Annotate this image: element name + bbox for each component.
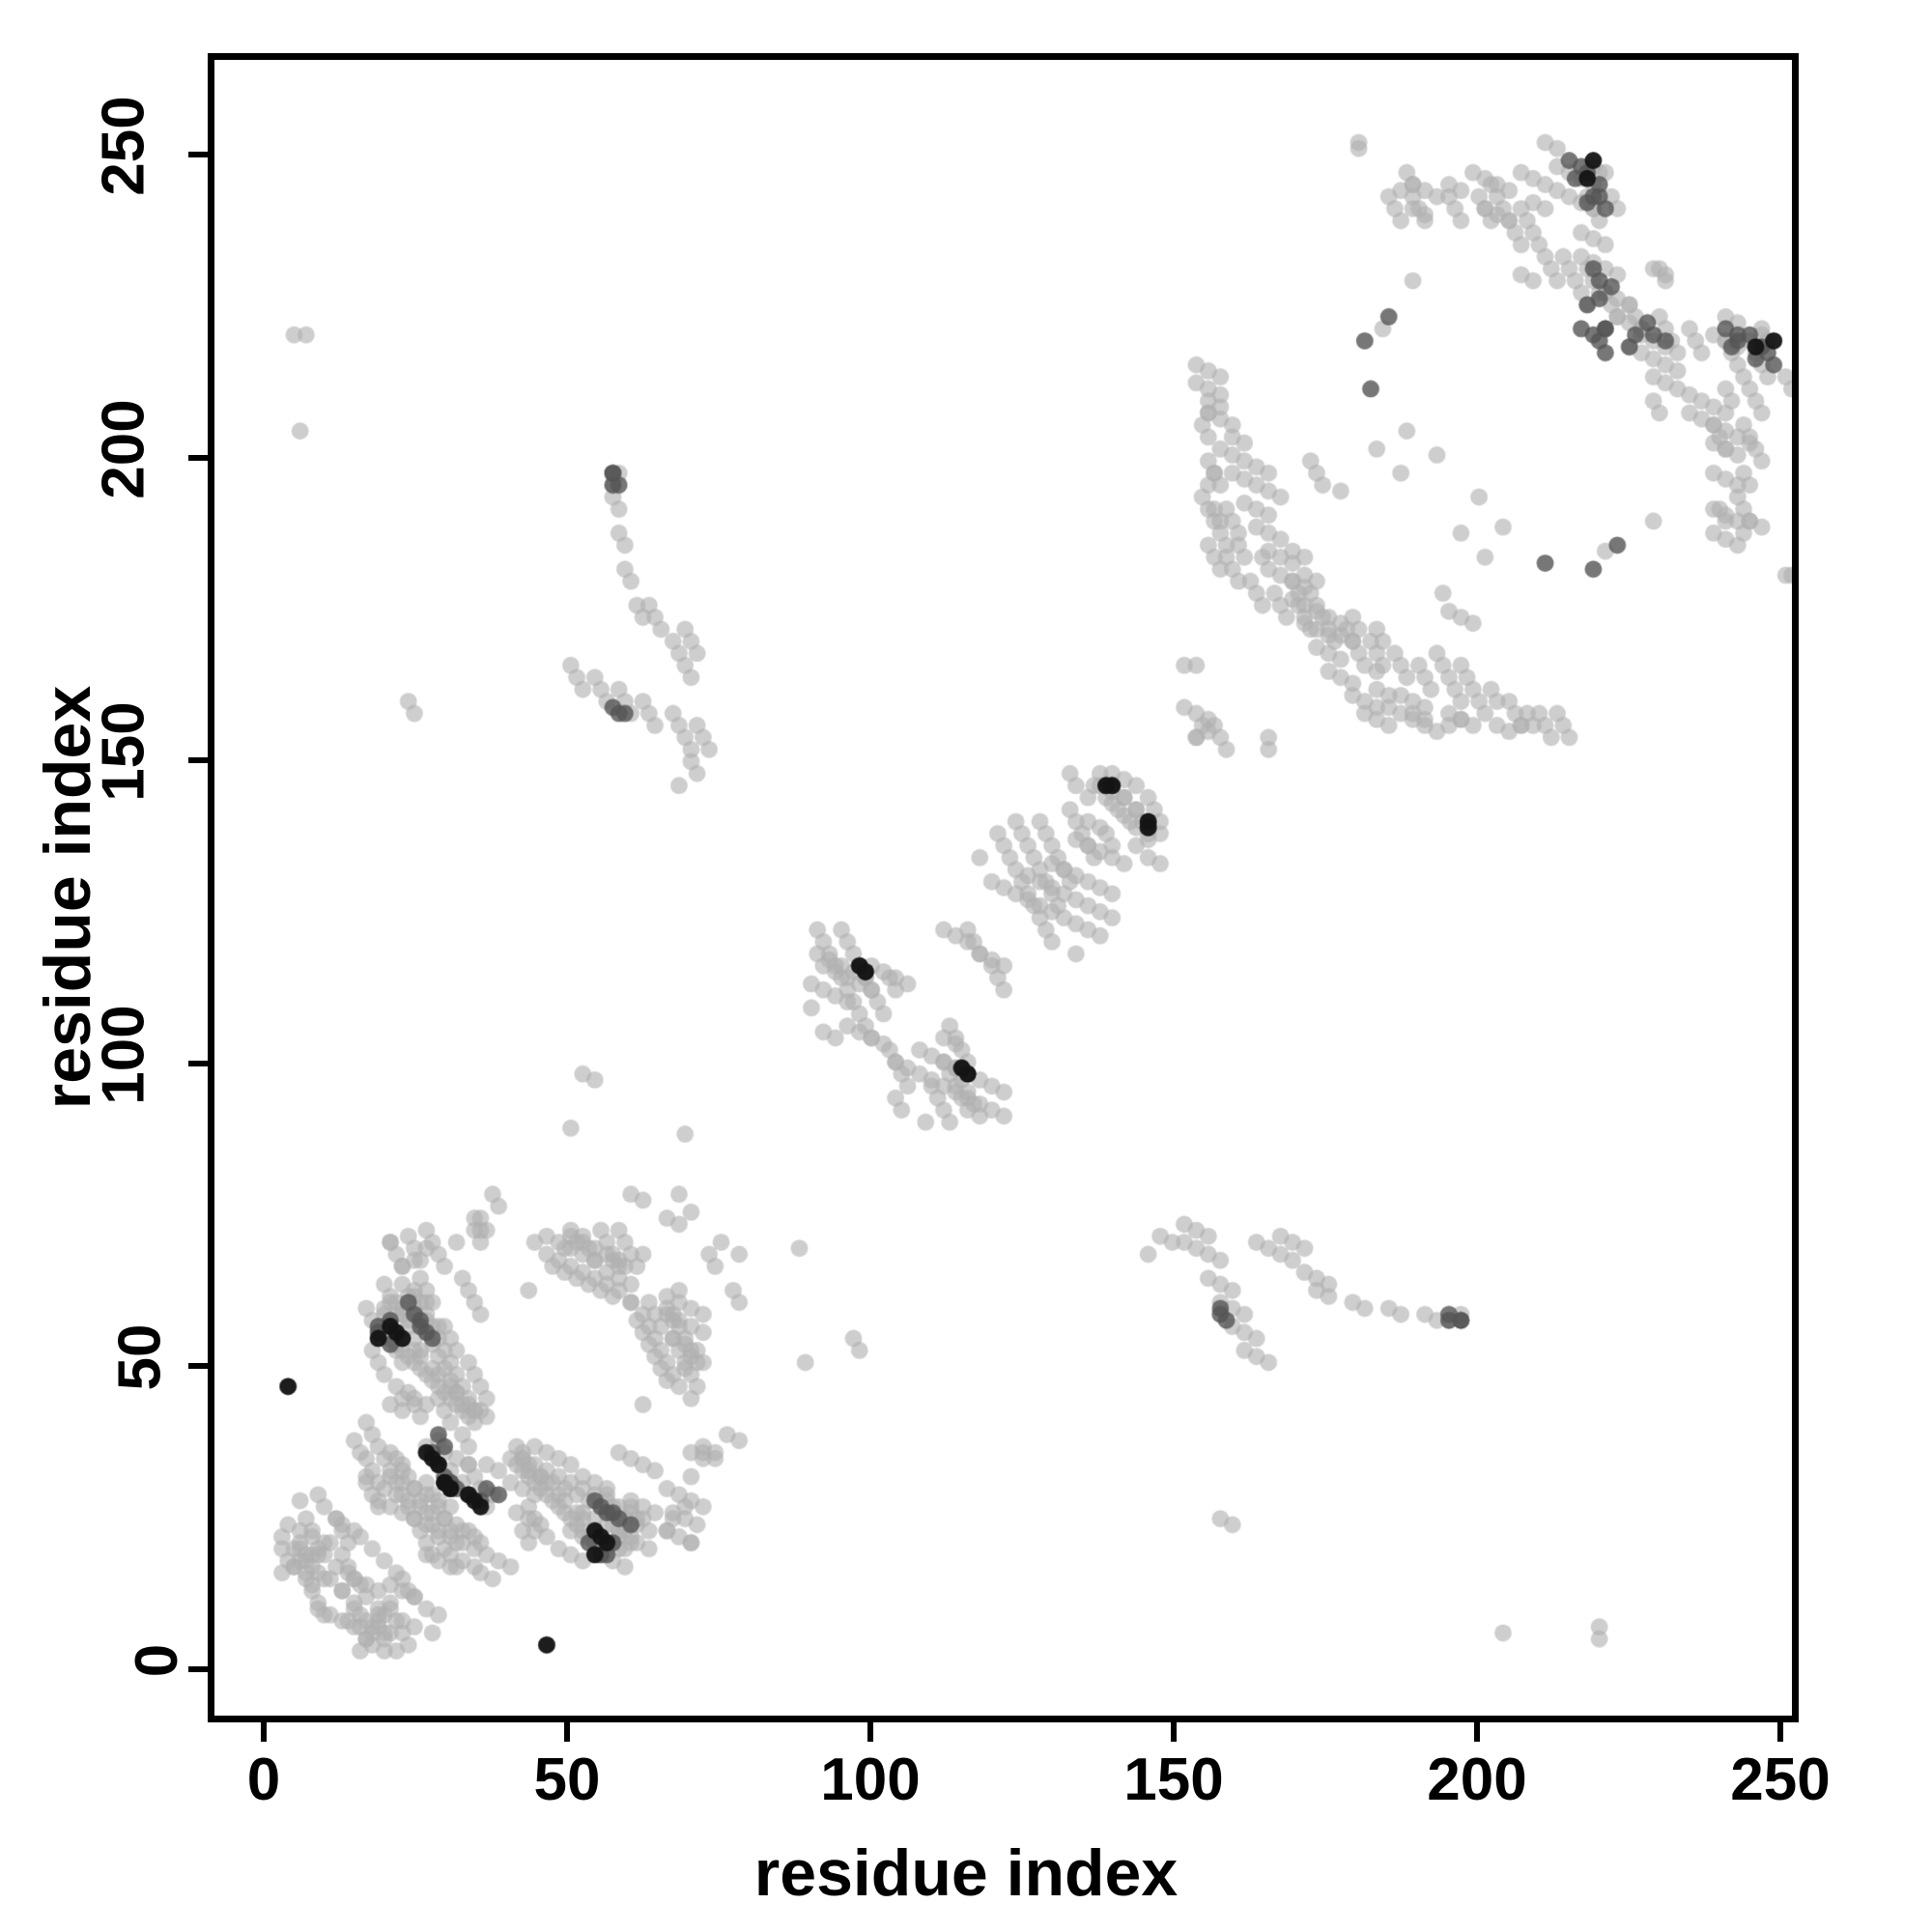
x-tick-mark: [564, 1722, 570, 1742]
x-tick-label: 200: [1427, 1747, 1527, 1813]
y-tick-mark: [188, 1666, 208, 1672]
x-tick-label: 100: [820, 1747, 921, 1813]
x-tick-mark: [867, 1722, 873, 1742]
y-tick-mark: [188, 1363, 208, 1370]
x-axis-title: residue index: [753, 1836, 1179, 1910]
y-tick-mark: [188, 757, 208, 764]
x-tick-label: 250: [1730, 1747, 1831, 1813]
x-tick-label: 0: [246, 1747, 281, 1813]
y-tick-label-text: 0: [123, 1643, 190, 1678]
y-tick-mark: [188, 454, 208, 461]
scatter-canvas: [214, 60, 1792, 1716]
x-tick-mark: [1474, 1722, 1480, 1742]
y-tick-mark: [188, 1060, 208, 1066]
y-axis-title: residue index: [31, 685, 104, 1110]
x-tick-mark: [1171, 1722, 1177, 1742]
x-tick-label: 50: [533, 1747, 601, 1813]
x-tick-mark: [261, 1722, 267, 1742]
y-tick-mark: [188, 152, 208, 157]
y-tick-label-text: 50: [106, 1323, 174, 1391]
y-axis-title-wrapper: residue index: [30, 0, 105, 1863]
x-tick-mark: [1777, 1722, 1783, 1742]
plot-area: [208, 53, 1799, 1722]
x-tick-label: 150: [1123, 1747, 1224, 1813]
